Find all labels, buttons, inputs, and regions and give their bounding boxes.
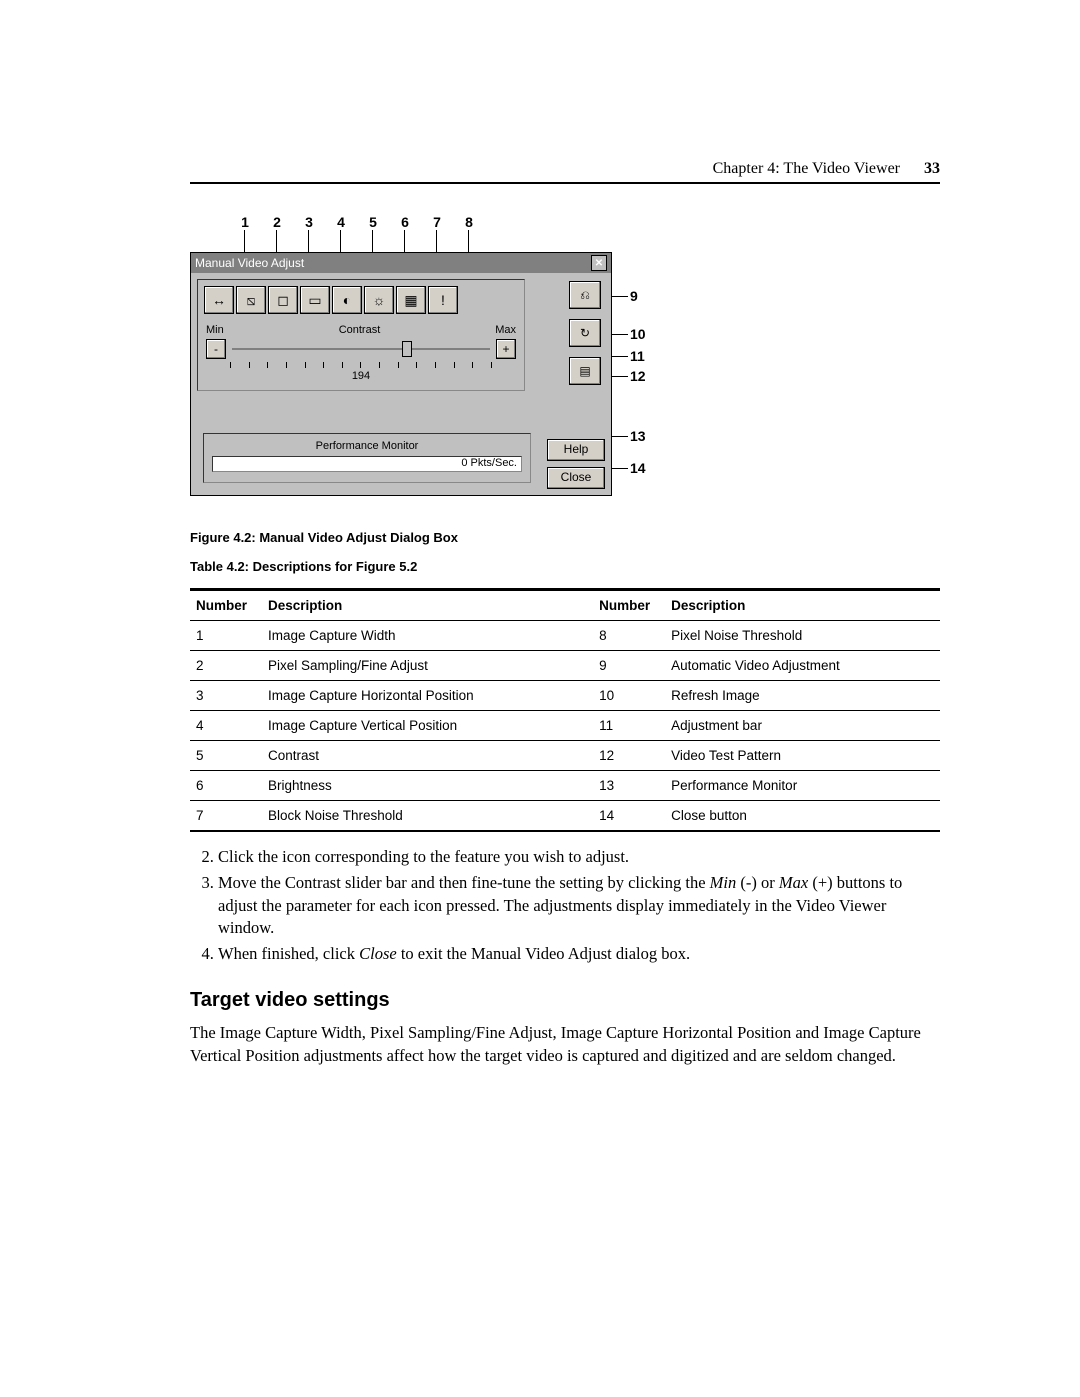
dialog-title: Manual Video Adjust bbox=[195, 256, 304, 270]
table-row: 2Pixel Sampling/Fine Adjust9Automatic Vi… bbox=[190, 651, 940, 681]
right-toolbar: ⎌ ↻ ▤ bbox=[565, 281, 605, 385]
page-number: 33 bbox=[924, 160, 940, 178]
table-row: 4Image Capture Vertical Position11Adjust… bbox=[190, 711, 940, 741]
slider-center-label: Contrast bbox=[339, 324, 381, 336]
block-noise-icon[interactable]: ▦ bbox=[396, 286, 426, 314]
manual-video-adjust-dialog: Manual Video Adjust ✕ ↔⧅◻▭◐☼▦! Min Contr… bbox=[190, 252, 612, 496]
adjustment-bar[interactable] bbox=[232, 348, 490, 350]
table-row: 1Image Capture Width8Pixel Noise Thresho… bbox=[190, 621, 940, 651]
callout-13: 13 bbox=[630, 428, 646, 444]
performance-readout: 0 Pkts/Sec. bbox=[461, 457, 517, 469]
running-header: Chapter 4: The Video Viewer 33 bbox=[190, 160, 940, 184]
contrast-icon[interactable]: ◐ bbox=[332, 286, 362, 314]
callout-11: 11 bbox=[630, 348, 645, 364]
callout-3: 3 bbox=[304, 214, 314, 230]
fine-adjust-icon[interactable]: ⧅ bbox=[236, 286, 266, 314]
refresh-icon[interactable]: ↻ bbox=[569, 319, 601, 347]
callout-12: 12 bbox=[630, 368, 646, 384]
table-row: 6Brightness13Performance Monitor bbox=[190, 771, 940, 801]
top-callouts: 1 2 3 4 5 6 7 8 bbox=[240, 214, 474, 230]
chapter-label: Chapter 4: The Video Viewer bbox=[713, 160, 900, 178]
instruction-step: Click the icon corresponding to the feat… bbox=[218, 846, 940, 868]
toolbar: ↔⧅◻▭◐☼▦! bbox=[198, 280, 524, 320]
section-body: The Image Capture Width, Pixel Sampling/… bbox=[190, 1022, 940, 1067]
test-pattern-icon[interactable]: ▤ bbox=[569, 357, 601, 385]
slider-thumb[interactable] bbox=[402, 341, 412, 357]
close-button[interactable]: Close bbox=[547, 467, 605, 489]
callout-5: 5 bbox=[368, 214, 378, 230]
capture-width-icon[interactable]: ↔ bbox=[204, 286, 234, 314]
pixel-noise-icon[interactable]: ! bbox=[428, 286, 458, 314]
capture-hpos-icon[interactable]: ◻ bbox=[268, 286, 298, 314]
table-row: 5Contrast12Video Test Pattern bbox=[190, 741, 940, 771]
slider-max-label: Max bbox=[495, 324, 516, 336]
capture-vpos-icon[interactable]: ▭ bbox=[300, 286, 330, 314]
callout-4: 4 bbox=[336, 214, 346, 230]
instruction-step: When finished, click Close to exit the M… bbox=[218, 943, 940, 965]
slider-min-label: Min bbox=[206, 324, 224, 336]
help-button[interactable]: Help bbox=[547, 439, 605, 461]
callout-1: 1 bbox=[240, 214, 250, 230]
dialog-figure: 12345678 91011121314 Manual Video Adjust… bbox=[190, 218, 670, 516]
instruction-step: Move the Contrast slider bar and then fi… bbox=[218, 872, 940, 939]
table-row: 7Block Noise Threshold14Close button bbox=[190, 801, 940, 832]
callout-14: 14 bbox=[630, 460, 646, 476]
brightness-icon[interactable]: ☼ bbox=[364, 286, 394, 314]
dialog-titlebar: Manual Video Adjust ✕ bbox=[191, 253, 611, 273]
descriptions-table: NumberDescriptionNumberDescription 1Imag… bbox=[190, 588, 940, 832]
table-caption: Table 4.2: Descriptions for Figure 5.2 bbox=[190, 559, 940, 574]
performance-title: Performance Monitor bbox=[212, 440, 522, 452]
callout-9: 9 bbox=[630, 288, 638, 304]
close-icon[interactable]: ✕ bbox=[591, 255, 607, 271]
table-header: Description bbox=[665, 590, 940, 621]
section-heading: Target video settings bbox=[190, 987, 940, 1014]
toolbar-panel: ↔⧅◻▭◐☼▦! Min Contrast Max - + bbox=[197, 279, 525, 391]
slider-box: Min Contrast Max - + 194 bbox=[198, 320, 524, 390]
performance-bar: 0 Pkts/Sec. bbox=[212, 456, 522, 472]
performance-panel: Performance Monitor 0 Pkts/Sec. bbox=[203, 433, 531, 483]
table-row: 3Image Capture Horizontal Position10Refr… bbox=[190, 681, 940, 711]
callout-6: 6 bbox=[400, 214, 410, 230]
table-header: Description bbox=[262, 590, 593, 621]
figure-caption: Figure 4.2: Manual Video Adjust Dialog B… bbox=[190, 530, 940, 545]
callout-8: 8 bbox=[464, 214, 474, 230]
auto-adjust-icon[interactable]: ⎌ bbox=[569, 281, 601, 309]
instruction-steps: Click the icon corresponding to the feat… bbox=[190, 846, 940, 965]
callout-7: 7 bbox=[432, 214, 442, 230]
callout-10: 10 bbox=[630, 326, 646, 342]
table-header: Number bbox=[190, 590, 262, 621]
slider-value: 194 bbox=[206, 370, 516, 382]
callout-2: 2 bbox=[272, 214, 282, 230]
dialog-button-column: Help Close bbox=[547, 439, 605, 489]
slider-decrement[interactable]: - bbox=[206, 339, 226, 359]
slider-ticks bbox=[230, 362, 492, 368]
slider-increment[interactable]: + bbox=[496, 339, 516, 359]
table-header: Number bbox=[593, 590, 665, 621]
